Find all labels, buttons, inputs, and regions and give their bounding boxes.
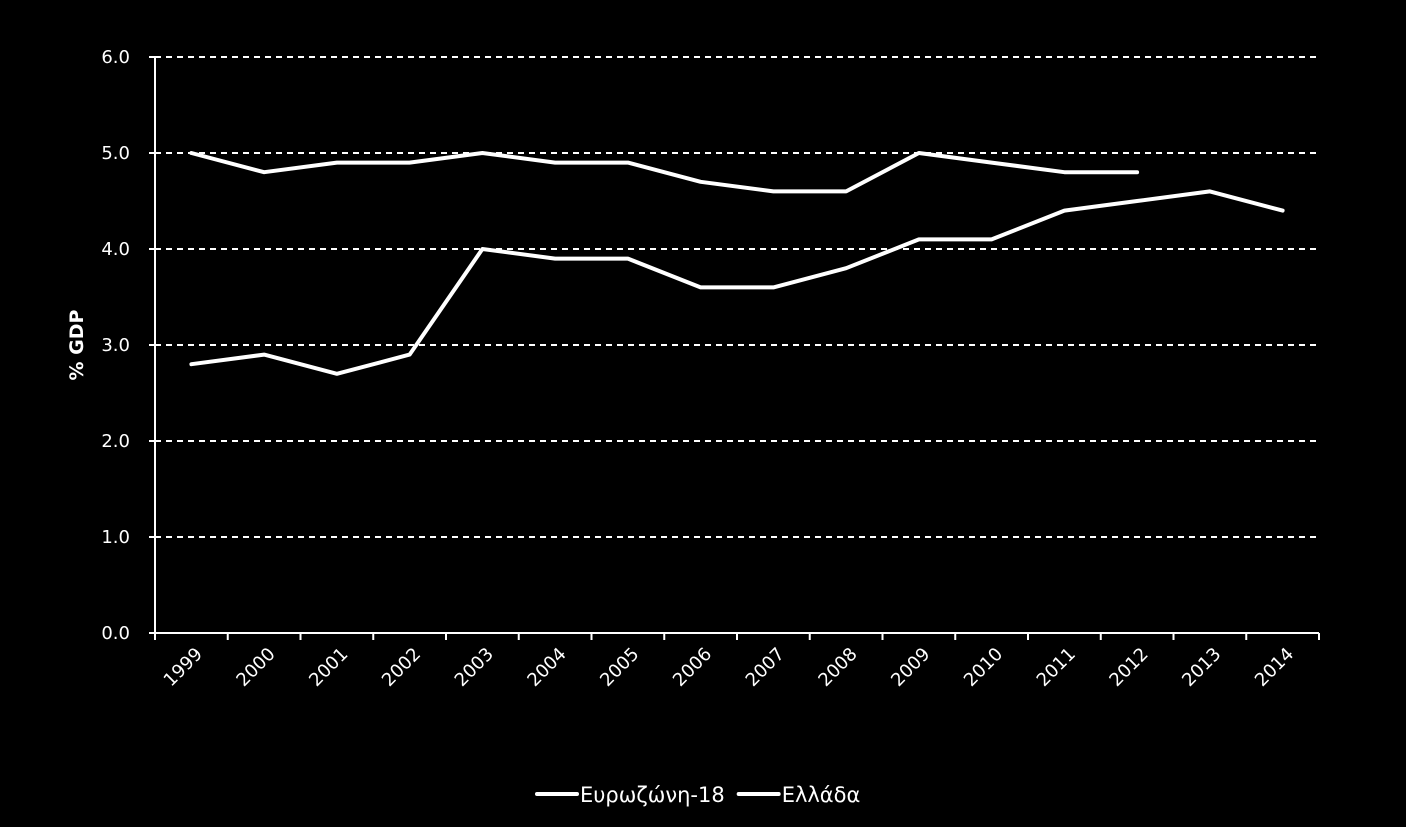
y-tick-label: 5.0 — [101, 143, 130, 164]
y-tick-label: 3.0 — [101, 335, 130, 356]
y-tick-label: 6.0 — [101, 47, 130, 68]
y-tick-labels: 0.0 1.0 2.0 3.0 4.0 5.0 6.0 — [101, 47, 130, 644]
legend-label: Ευρωζώνη-18 — [580, 783, 725, 807]
y-axis-label: % GDP — [66, 309, 88, 380]
y-tick-label: 0.0 — [101, 623, 130, 644]
x-tick-label: 2010 — [960, 644, 1007, 691]
x-tick-label: 2007 — [742, 644, 789, 691]
legend-label: Ελλάδα — [782, 783, 861, 807]
gridlines — [155, 56, 1319, 538]
axes — [149, 56, 1320, 640]
x-tick-label: 2006 — [669, 644, 716, 691]
x-tick-label: 2000 — [232, 644, 279, 691]
x-tick-label: 2008 — [814, 644, 861, 691]
x-tick-label: 1999 — [160, 644, 207, 691]
x-tick-label: 2011 — [1033, 644, 1080, 691]
x-tick-label: 2012 — [1105, 644, 1152, 691]
x-tick-labels: 1999 2000 2001 2002 2003 2004 2005 2006 2007 2008… — [160, 644, 1298, 691]
x-tick-label: 2014 — [1251, 644, 1298, 691]
x-tick-label: 2013 — [1178, 644, 1225, 691]
series-lines — [189, 151, 1285, 376]
legend: Ευρωζώνη-18 Ελλάδα — [535, 783, 861, 807]
x-tick-label: 2001 — [305, 644, 352, 691]
x-tick-label: 2005 — [596, 644, 643, 691]
x-tick-label: 2009 — [887, 644, 934, 691]
x-tick-label: 2003 — [451, 644, 498, 691]
x-tick-label: 2004 — [523, 644, 570, 691]
y-tick-label: 2.0 — [101, 431, 130, 452]
series-line-1 — [189, 189, 1285, 376]
y-tick-label: 1.0 — [101, 527, 130, 548]
y-tick-label: 4.0 — [101, 239, 130, 260]
x-tick-label: 2002 — [378, 644, 425, 691]
series-line-0 — [189, 151, 1140, 194]
